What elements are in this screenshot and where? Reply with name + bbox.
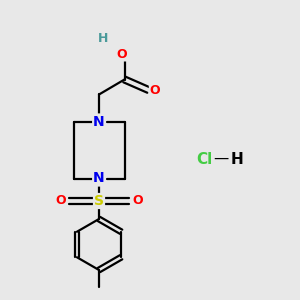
Text: O: O: [150, 83, 160, 97]
Text: N: N: [93, 115, 105, 128]
Text: O: O: [116, 47, 127, 61]
Text: —: —: [213, 151, 228, 166]
Text: N: N: [93, 172, 105, 185]
Text: H: H: [98, 32, 109, 46]
Text: S: S: [94, 194, 104, 208]
Text: O: O: [55, 194, 66, 208]
Text: Cl: Cl: [196, 152, 212, 166]
Text: H: H: [231, 152, 243, 166]
Text: O: O: [132, 194, 143, 208]
